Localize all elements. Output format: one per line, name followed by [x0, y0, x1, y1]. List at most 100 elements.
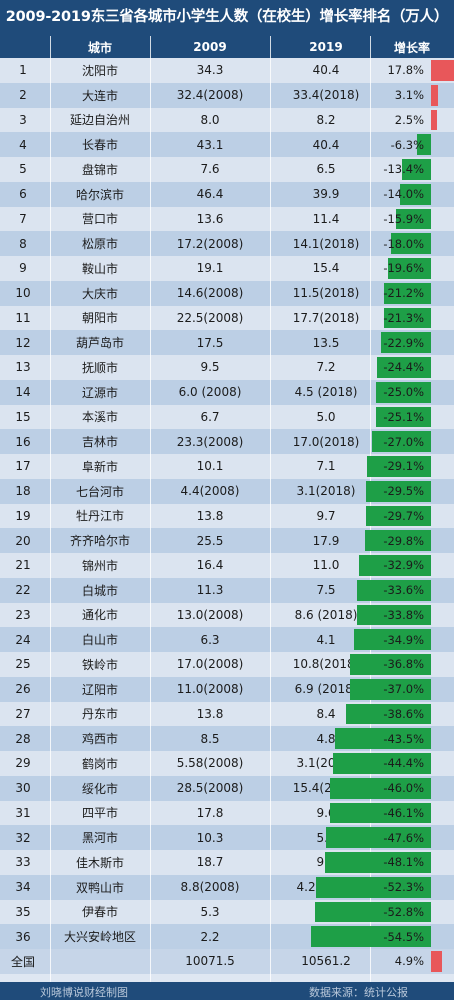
table-row: 18 七台河市 4.4(2008) 3.1(2018) -29.5%: [0, 478, 454, 504]
table-row: 28 鸡西市 8.5 4.8 -43.5%: [0, 726, 454, 751]
growth-rate-cell: -18.0%: [330, 231, 450, 256]
value-2019-cell: 17.7(2018): [292, 310, 360, 325]
growth-bar: [350, 654, 431, 675]
table-row: 26 辽阳市 11.0(2008) 6.9 (2018) -37.0%: [0, 676, 454, 702]
table-row: 20 齐齐哈尔市 25.5 17.9 -29.8%: [0, 528, 454, 553]
growth-rate-cell: -43.5%: [330, 726, 450, 751]
growth-bar: [311, 926, 431, 947]
growth-rate-label: -19.6%: [383, 261, 424, 276]
city-cell: 大兴安岭地区: [63, 930, 136, 945]
growth-rate-label: -32.9%: [383, 558, 424, 573]
growth-rate-label: -47.6%: [383, 830, 424, 845]
rank-cell: 1: [19, 63, 27, 78]
table-row: 13 抚顺市 9.5 7.2 -24.4%: [0, 355, 454, 380]
value-2009-cell: 13.8: [196, 508, 224, 523]
value-2019-cell: 5.0: [316, 409, 336, 424]
growth-bar: [354, 629, 431, 650]
city-cell: 锦州市: [81, 558, 118, 573]
rank-cell: 36: [15, 929, 31, 944]
table-row: 9 鞍山市 19.1 15.4 -19.6%: [0, 256, 454, 281]
rank-cell: 2: [19, 88, 27, 103]
rank-cell: 31: [15, 805, 31, 820]
rank-cell: 21: [15, 558, 31, 573]
growth-rate-cell: -46.0%: [330, 776, 450, 801]
growth-rate-label: 4.9%: [394, 954, 424, 969]
city-cell: 本溪市: [81, 410, 118, 425]
rank-cell: 33: [15, 855, 31, 870]
growth-bar: [365, 505, 431, 527]
growth-rate-cell: -25.1%: [330, 405, 450, 430]
growth-rate-label: 2.5%: [394, 112, 424, 127]
growth-rate-label: -34.9%: [383, 632, 424, 647]
growth-rate-cell: -54.5%: [330, 924, 450, 949]
growth-bar: [365, 530, 431, 551]
value-2009-cell: 17.8: [196, 805, 224, 820]
growth-bar: [380, 332, 431, 353]
value-2009-cell: 28.5(2008): [176, 781, 244, 796]
growth-rate-label: -52.3%: [383, 880, 424, 895]
rank-cell: 29: [15, 756, 31, 771]
table-row: 3 延边自治州 8.0 8.2 2.5%: [0, 107, 454, 133]
column-divider: [50, 36, 51, 982]
growth-rate-label: -46.0%: [383, 781, 424, 796]
city-cell: [50, 949, 150, 974]
credit-text: 刘晓博说财经制图: [40, 986, 128, 999]
city-cell: 哈尔滨市: [75, 187, 124, 202]
growth-rate-cell: -33.6%: [330, 578, 450, 603]
city-cell: 鸡西市: [81, 732, 118, 747]
value-2009-cell: 46.4: [196, 187, 224, 202]
city-cell: 抚顺市: [81, 360, 118, 375]
rank-cell: 35: [15, 904, 31, 919]
value-2009-cell: 32.4(2008): [176, 88, 244, 103]
growth-bar: [314, 901, 431, 923]
growth-rate-cell: -25.0%: [330, 380, 450, 405]
value-2019-cell: 4.8: [316, 731, 336, 746]
city-cell: 辽源市: [81, 385, 118, 400]
rank-cell: 15: [15, 409, 31, 424]
growth-rate-cell: -24.4%: [330, 355, 450, 380]
table-header: 城市 2009 2019 增长率: [0, 36, 454, 58]
table-row: 31 四平市 17.8 9.6 -46.1%: [0, 800, 454, 826]
value-2019-cell: 17.0(2018): [292, 434, 360, 449]
table-row: 6 哈尔滨市 46.4 39.9 -14.0%: [0, 181, 454, 207]
value-2009-cell: 6.3: [200, 632, 220, 647]
rank-cell: 9: [19, 261, 27, 276]
table-row: 22 白城市 11.3 7.5 -33.6%: [0, 577, 454, 603]
growth-rate-label: -18.0%: [383, 236, 424, 251]
growth-rate-label: -22.9%: [383, 335, 424, 350]
table-row: 1 沈阳市 34.3 40.4 17.8%: [0, 58, 454, 83]
rank-cell: 18: [15, 484, 31, 499]
rank-cell: 7: [19, 211, 27, 226]
table-row: 23 通化市 13.0(2008) 8.6 (2018) -33.8%: [0, 602, 454, 628]
growth-rate-cell: -36.8%: [330, 652, 450, 677]
table-row: 29 鹤岗市 5.58(2008) 3.1(2018) -44.4%: [0, 751, 454, 776]
rank-cell: 6: [19, 187, 27, 202]
growth-bar: [375, 406, 431, 428]
growth-rate-label: -33.8%: [383, 607, 424, 622]
growth-rate-cell: -27.0%: [330, 429, 450, 454]
value-2009-cell: 13.8: [196, 706, 224, 721]
rank-cell: 16: [15, 434, 31, 449]
table-row: 30 绥化市 28.5(2008) 15.4(2018) -46.0%: [0, 775, 454, 801]
city-cell: 丹东市: [81, 707, 118, 722]
growth-rate-cell: -33.8%: [330, 603, 450, 628]
growth-rate-cell: -15.9%: [330, 207, 450, 232]
rank-cell: 全国: [10, 954, 35, 969]
table-row: 8 松原市 17.2(2008) 14.1(2018) -18.0%: [0, 231, 454, 256]
growth-rate-cell: -21.3%: [330, 306, 450, 331]
value-2019-cell: 8.2: [316, 112, 336, 127]
city-cell: 绥化市: [81, 781, 118, 796]
growth-bar: [391, 233, 431, 254]
header-growth-rate: 增长率: [393, 40, 430, 55]
city-cell: 营口市: [81, 212, 118, 227]
rank-cell: 32: [15, 830, 31, 845]
value-2009-cell: 17.5: [196, 335, 224, 350]
growth-rate-cell: -21.2%: [330, 281, 450, 306]
growth-bar: [396, 208, 431, 230]
city-cell: 伊春市: [81, 905, 118, 920]
footer: 刘晓博说财经制图 数据来源：统计公报: [0, 982, 454, 1000]
value-2009-cell: 11.3: [196, 583, 224, 598]
growth-bar: [315, 876, 431, 898]
